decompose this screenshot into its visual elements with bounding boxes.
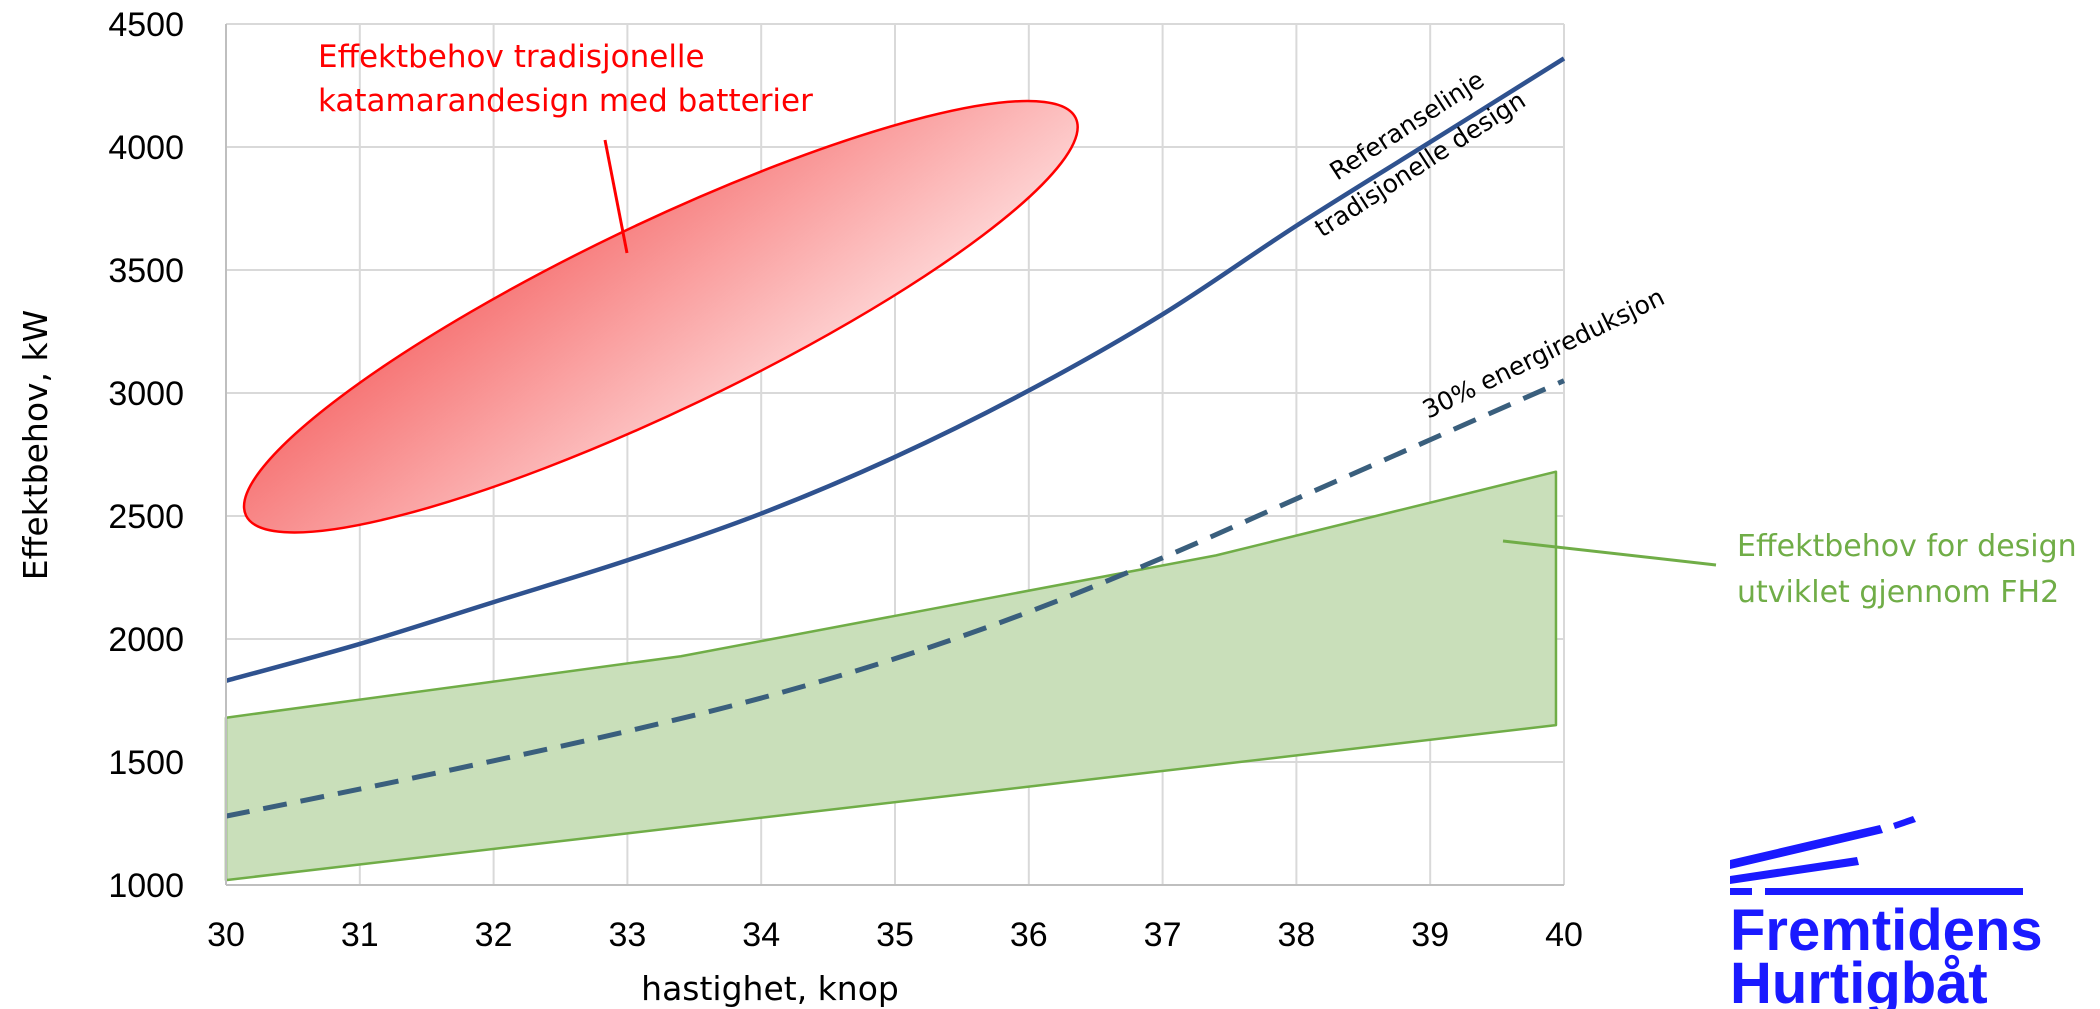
reduction-label: 30% energireduksjon xyxy=(1418,282,1669,424)
red-annotation-line2: katamarandesign med batterier xyxy=(318,83,813,119)
y-tick-label: 3000 xyxy=(108,375,184,413)
y-tick-label: 1000 xyxy=(108,867,184,905)
y-tick-label: 4500 xyxy=(108,6,184,44)
x-tick-label: 36 xyxy=(1010,916,1048,954)
red-annotation-line1: Effektbehov tradisjonelle xyxy=(318,39,705,75)
x-axis-title: hastighet, knop xyxy=(641,969,899,1008)
x-tick-label: 39 xyxy=(1411,916,1449,954)
fremtidens-hurtigbat-logo: Fremtidens Hurtigbåt xyxy=(1730,816,2043,1009)
x-tick-label: 37 xyxy=(1144,916,1182,954)
x-tick-label: 38 xyxy=(1277,916,1315,954)
reference-series-line xyxy=(225,56,1566,683)
fh2-design-band xyxy=(224,470,1558,882)
red-annotation-leader xyxy=(603,139,629,254)
y-tick-label: 2000 xyxy=(108,621,184,659)
green-annotation-leader xyxy=(1502,539,1717,567)
x-tick-label: 31 xyxy=(341,916,379,954)
logo-line1: Fremtidens xyxy=(1730,898,2043,963)
logo-line2: Hurtigbåt xyxy=(1730,951,1988,1009)
y-tick-label: 4000 xyxy=(108,129,184,167)
y-tick-label: 2500 xyxy=(108,498,184,536)
tick-labels: 30 31 32 33 34 35 36 37 38 39 40 1000 1500 2000 2500 30… xyxy=(108,6,1583,954)
axes xyxy=(225,24,1564,886)
green-annotation-line1: Effektbehov for design xyxy=(1737,529,2077,564)
x-tick-label: 34 xyxy=(742,916,780,954)
green-annotation-line2: utviklet gjennom FH2 xyxy=(1737,575,2059,610)
x-tick-label: 32 xyxy=(475,916,513,954)
x-tick-label: 35 xyxy=(876,916,914,954)
y-tick-label: 1500 xyxy=(108,744,184,782)
series-layer xyxy=(225,56,1566,819)
x-tick-label: 40 xyxy=(1545,916,1583,954)
battery-ellipse xyxy=(242,99,1079,534)
logo-mark-icon xyxy=(1730,816,2023,895)
x-tick-label: 33 xyxy=(608,916,646,954)
battery-catamaran-ellipse xyxy=(242,99,1079,534)
fh2-band-area xyxy=(224,470,1558,882)
reduction-series-line xyxy=(225,378,1566,819)
x-tick-label: 30 xyxy=(207,916,245,954)
y-axis-title: Effektbehov, kW xyxy=(16,310,55,581)
y-tick-label: 3500 xyxy=(108,252,184,290)
